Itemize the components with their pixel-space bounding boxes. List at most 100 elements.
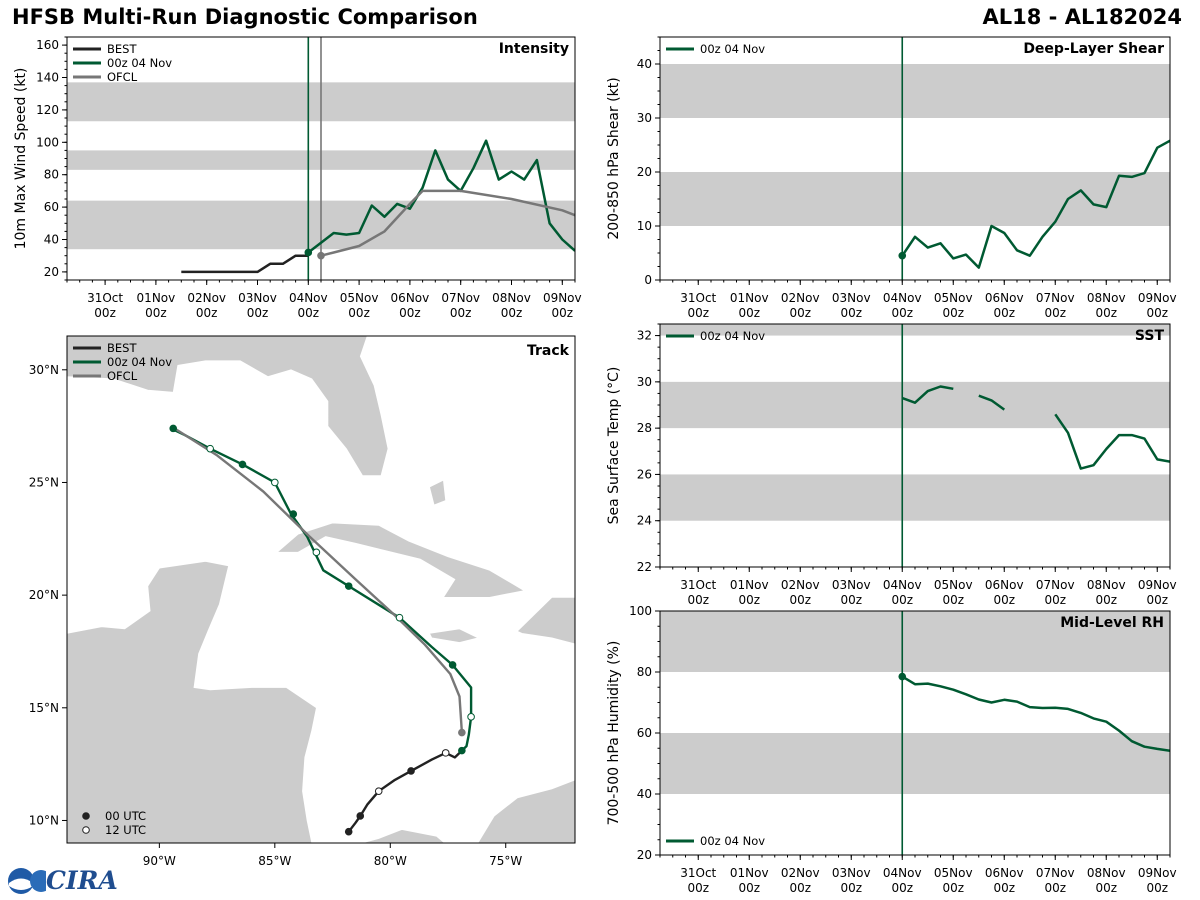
track-xtick-label: 85°W [258,854,291,868]
storm-id: AL18 - AL182024 [982,5,1183,29]
land-bahamas-andros [429,479,447,506]
land-usa-gulf-coast [67,336,389,477]
track-xtick-label: 90°W [143,854,176,868]
track-ytick-label: 30°N [29,363,59,377]
sst-xtick-label-hour: 00z [942,593,964,607]
rh-band [660,611,1170,672]
rh-xtick-label-day: 02Nov [781,866,820,880]
shear-xtick-label-hour: 00z [789,306,811,320]
track-ytick-label: 10°N [29,813,59,827]
track-marker-legend-symbol [82,812,90,820]
intensity-xtick-label-day: 08Nov [492,291,531,305]
rh-ytick-label: 20 [637,848,652,862]
land-central-america [67,336,575,843]
shear-band [660,172,1170,226]
track-legend-label: BEST [107,341,137,355]
rh-xtick-label-hour: 00z [840,881,862,895]
sst-xtick-label-day: 04Nov [883,578,922,592]
sst-xtick-label-hour: 00z [1095,593,1117,607]
intensity-series-best [181,254,309,274]
rh-xtick-label-day: 01Nov [730,866,769,880]
intensity-xtick-label-day: 05Nov [340,291,379,305]
shear-xtick-label-day: 08Nov [1087,291,1126,305]
rh-xtick-label-day: 05Nov [934,866,973,880]
intensity-title: Intensity [499,41,569,57]
rh-xtick-label-day: 31Oct [680,866,716,880]
shear-xtick-label-hour: 00z [942,306,964,320]
sst-frame [659,323,1171,568]
intensity-xtick-label-hour: 00z [247,306,269,320]
sst-xtick-label-hour: 00z [789,593,811,607]
page-title: HFSB Multi-Run Diagnostic Comparison [12,5,478,29]
intensity-ytick-label: 80 [44,168,59,182]
intensity-xtick-label-day: 02Nov [187,291,226,305]
track-frame [66,335,576,844]
shear-xtick-label-hour: 00z [687,306,709,320]
track-ytick-label: 20°N [29,588,59,602]
shear-xtick-label-day: 31Oct [680,291,716,305]
rh-panel: 2040608010031Oct00z01Nov00z02Nov00z03Nov… [606,604,1177,895]
shear-xtick-label-hour: 00z [1044,306,1066,320]
track-marker-legend-symbol [82,826,90,834]
sst-band [660,324,1170,336]
intensity-legend-label: 00z 04 Nov [107,56,172,70]
rh-plot-area [660,611,1170,855]
sst-xtick-label-day: 05Nov [934,578,973,592]
sst-xtick-label-hour: 00z [1146,593,1168,607]
rh-start-marker-run [898,672,907,681]
cira-logo: CIRA [6,866,118,896]
sst-plot-area [660,324,1170,567]
sst-xtick-label-hour: 00z [1044,593,1066,607]
rh-xtick-label-hour: 00z [1146,881,1168,895]
shear-xtick-label-hour: 00z [1095,306,1117,320]
sst-ytick-label: 24 [637,514,652,528]
sst-xtick-label-hour: 00z [738,593,760,607]
shear-legend-label: 00z 04 Nov [700,42,765,56]
shear-xtick-label-hour: 00z [738,306,760,320]
rh-series-run [901,675,1170,752]
shear-title: Deep-Layer Shear [1023,41,1164,57]
sst-xtick-label-day: 07Nov [1036,578,1075,592]
track-marker-best [374,787,383,795]
track-legend-label: 00z 04 Nov [107,355,172,369]
intensity-xtick-label-day: 09Nov [543,291,582,305]
sst-ytick-label: 28 [637,421,652,435]
track-marker-run [206,444,214,453]
shear-xtick-label-hour: 00z [993,306,1015,320]
rh-ytick-label: 80 [637,665,652,679]
rh-xtick-label-hour: 00z [993,881,1015,895]
intensity-ylabel: 10m Max Wind Speed (kt) [13,68,29,250]
track-marker-best [441,749,450,757]
track-map-area [67,336,575,843]
intensity-legend-label: OFCL [107,70,138,84]
sst-xtick-label-hour: 00z [840,593,862,607]
shear-start-marker-run [898,251,907,260]
land-hispaniola [516,597,575,645]
rh-xtick-label-day: 07Nov [1036,866,1075,880]
intensity-xtick-label-day: 06Nov [391,291,430,305]
shear-xtick-label-day: 06Nov [985,291,1024,305]
track-marker-run [271,478,279,487]
intensity-xtick-label-hour: 00z [501,306,523,320]
rh-xtick-label-hour: 00z [1095,881,1117,895]
sst-xtick-label-day: 03Nov [832,578,871,592]
intensity-xtick-label-hour: 00z [399,306,421,320]
shear-xtick-label-day: 04Nov [883,291,922,305]
rh-xtick-label-hour: 00z [738,881,760,895]
intensity-xtick-label-hour: 00z [145,306,167,320]
land-jamaica [428,628,480,643]
track-marker-legend-label: 12 UTC [105,823,146,837]
track-xtick-label: 75°W [489,854,522,868]
shear-panel: 01020304031Oct00z01Nov00z02Nov00z03Nov00… [606,36,1177,320]
sst-xtick-label-day: 09Nov [1138,578,1177,592]
rh-xtick-label-day: 04Nov [883,866,922,880]
track-marker-run [395,613,404,622]
intensity-ytick-label: 120 [36,103,59,117]
sst-xtick-label-day: 06Nov [985,578,1024,592]
track-ytick-label: 25°N [29,475,59,489]
intensity-xtick-label-hour: 00z [348,306,370,320]
intensity-xtick-label-hour: 00z [94,306,116,320]
intensity-ytick-label: 100 [36,135,59,149]
intensity-ytick-label: 160 [36,38,59,52]
